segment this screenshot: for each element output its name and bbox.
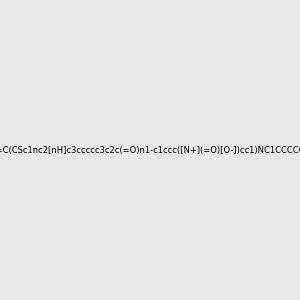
Text: O=C(CSc1nc2[nH]c3ccccc3c2c(=O)n1-c1ccc([N+](=O)[O-])cc1)NC1CCCCC1: O=C(CSc1nc2[nH]c3ccccc3c2c(=O)n1-c1ccc([… [0, 146, 300, 154]
